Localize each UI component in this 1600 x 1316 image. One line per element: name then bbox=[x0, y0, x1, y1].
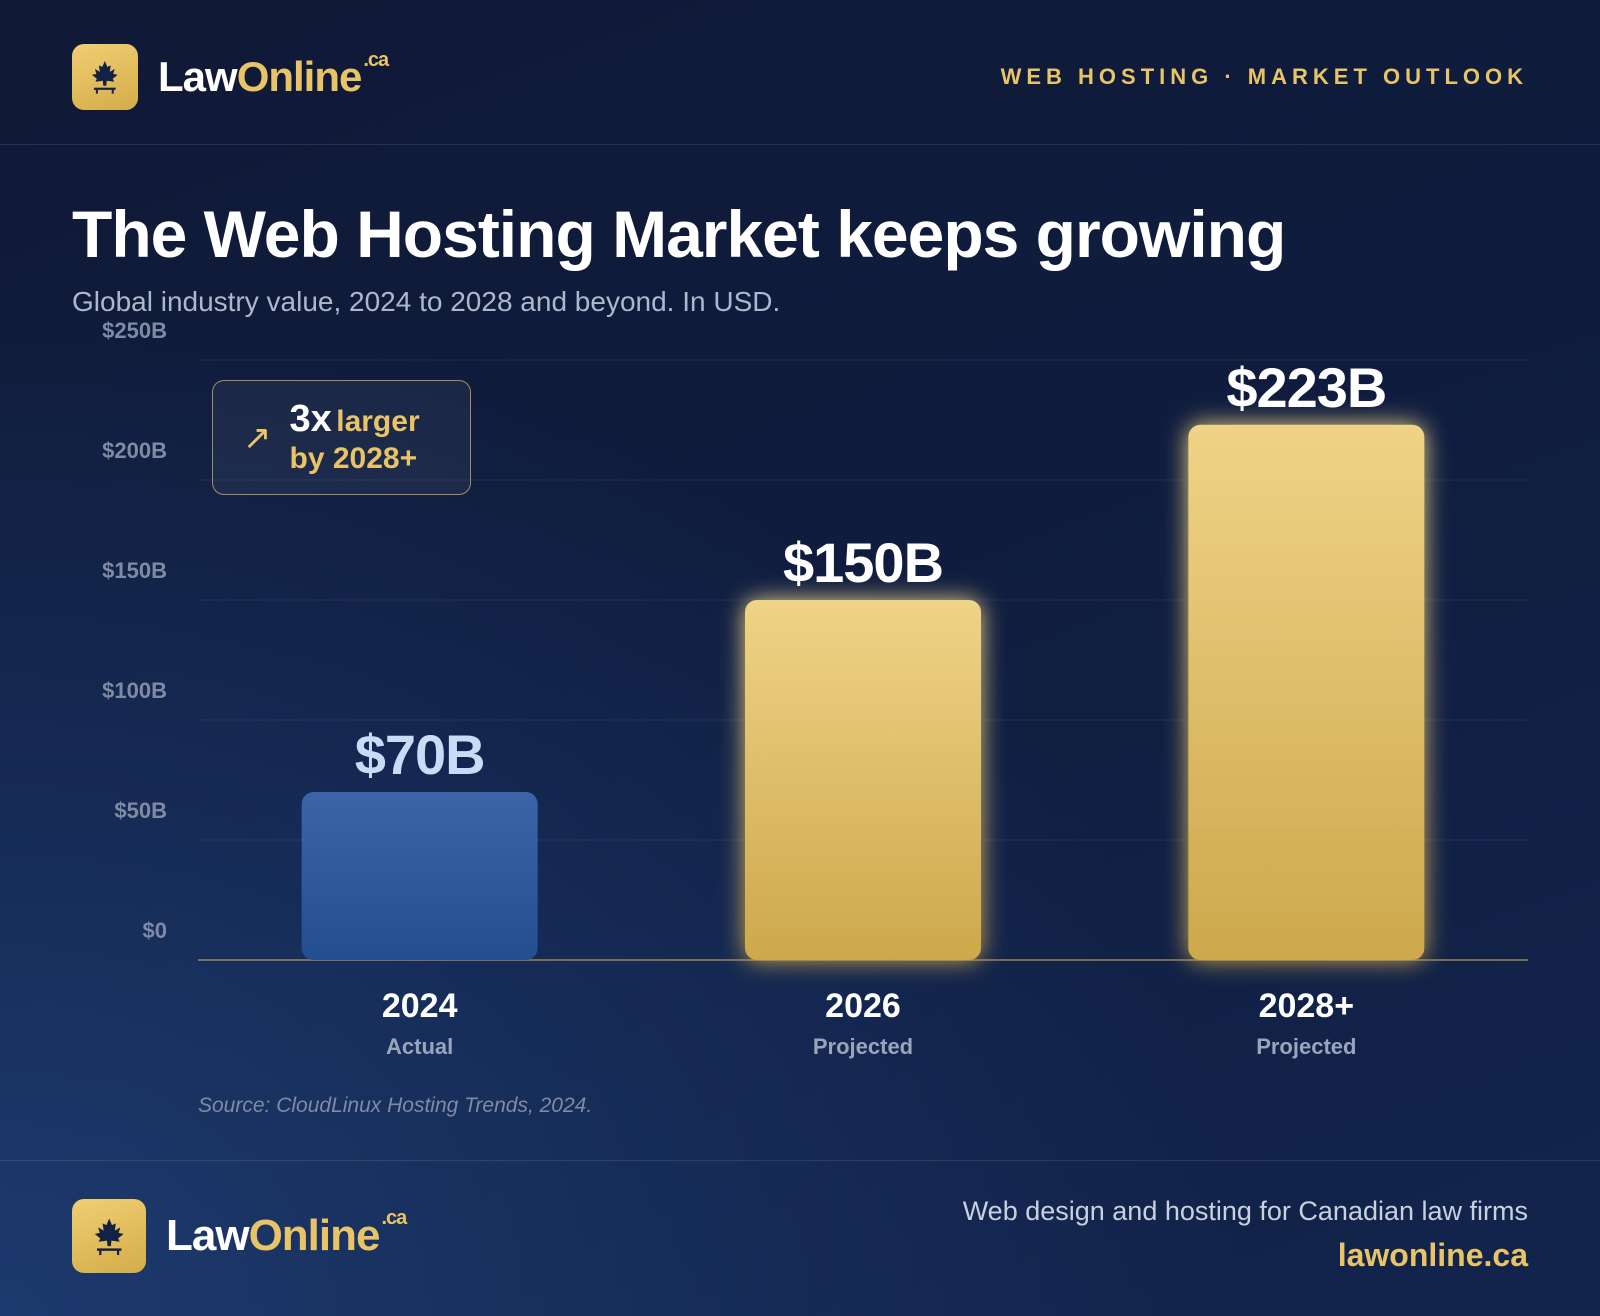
header: LawOnline .ca WEB HOSTING · MARKET OUTLOO… bbox=[0, 0, 1600, 145]
brand-name-tld: .ca bbox=[363, 49, 389, 71]
brand-logo[interactable]: LawOnline .ca bbox=[72, 44, 389, 110]
growth-callout: ↗ 3x larger by 2028+ bbox=[212, 380, 471, 495]
x-category-label: 2028+ bbox=[1259, 987, 1355, 1025]
footer bbox=[0, 1160, 1600, 1316]
x-category-sublabel: Projected bbox=[1256, 1034, 1356, 1059]
footer-brand-name: LawOnline .ca bbox=[166, 1207, 407, 1261]
page-subtitle: Global industry value, 2024 to 2028 and … bbox=[72, 286, 781, 317]
section-kicker: WEB HOSTING · MARKET OUTLOOK bbox=[1000, 64, 1528, 89]
bar-2028plus bbox=[1188, 424, 1425, 960]
bar-value-label: $70B bbox=[355, 723, 485, 786]
brand-name-law: Law bbox=[158, 53, 238, 100]
brand-name: LawOnline .ca bbox=[158, 49, 389, 101]
x-category-sublabel: Actual bbox=[386, 1034, 453, 1059]
footer-brand-name-law: Law bbox=[166, 1211, 250, 1260]
y-tick-label: $200B bbox=[102, 438, 167, 463]
arrow-up-right-icon: ↗ bbox=[243, 418, 272, 457]
bar-2026 bbox=[745, 600, 981, 960]
callout-multiplier: 3x bbox=[289, 398, 332, 441]
callout-text: 3x larger by 2028+ bbox=[290, 398, 420, 476]
y-tick-label: $150B bbox=[102, 558, 167, 583]
footer-brand-name-tld: .ca bbox=[381, 1207, 407, 1229]
x-category-sublabel: Projected bbox=[813, 1034, 913, 1059]
chart-bars bbox=[301, 424, 1425, 960]
bar-value-label: $150B bbox=[783, 531, 943, 594]
maple-leaf-icon bbox=[72, 1199, 146, 1273]
page-title: The Web Hosting Market keeps growing bbox=[72, 197, 1286, 271]
footer-site-link[interactable]: lawonline.ca bbox=[1337, 1237, 1528, 1273]
x-category-label: 2026 bbox=[825, 987, 901, 1025]
footer-brand-name-online: Online bbox=[248, 1211, 381, 1260]
footer-tagline: Web design and hosting for Canadian law … bbox=[962, 1196, 1528, 1226]
bar-2024 bbox=[301, 792, 538, 960]
callout-label-line2: by 2028+ bbox=[289, 442, 418, 476]
source-note: Source: CloudLinux Hosting Trends, 2024. bbox=[198, 1094, 593, 1117]
brand-name-online: Online bbox=[236, 53, 363, 100]
y-tick-label: $250B bbox=[102, 318, 167, 343]
footer-brand-logo[interactable]: LawOnline .ca bbox=[72, 1199, 407, 1273]
bar-value-label: $223B bbox=[1226, 356, 1386, 419]
maple-leaf-icon bbox=[72, 44, 138, 110]
callout-label: larger bbox=[336, 405, 420, 439]
y-tick-label: $0 bbox=[143, 918, 167, 943]
y-tick-label: $100B bbox=[102, 678, 167, 703]
y-tick-label: $50B bbox=[114, 798, 167, 823]
x-category-label: 2024 bbox=[382, 987, 458, 1025]
